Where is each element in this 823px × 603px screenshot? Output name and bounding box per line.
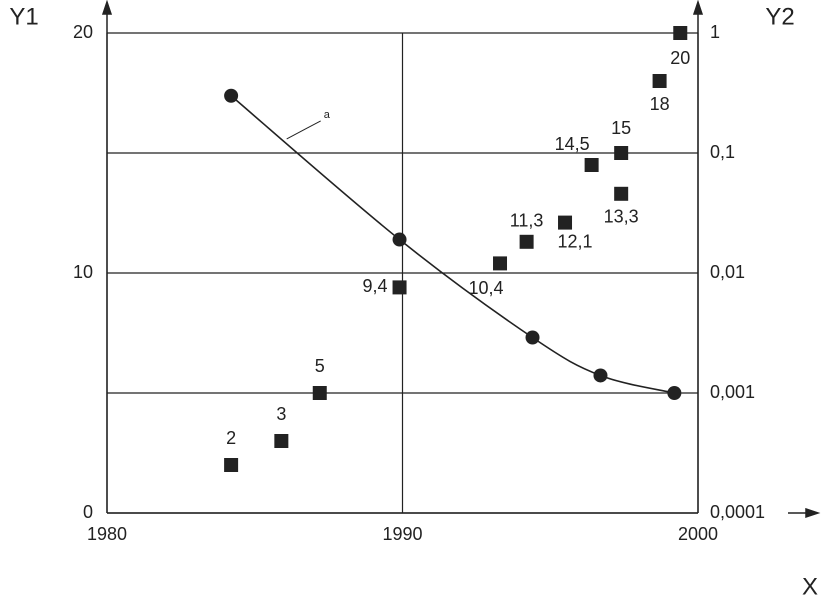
- y-tick-label: 0: [83, 502, 93, 522]
- data-label: 12,1: [558, 231, 593, 251]
- point: [312, 386, 327, 400]
- annotation-leader: [286, 120, 321, 140]
- data-label: 5: [315, 356, 325, 376]
- point: [652, 74, 667, 88]
- y2-tick-label: 0,01: [710, 262, 745, 282]
- y2-tick-label: 0,0001: [710, 502, 765, 522]
- data-label: 14,5: [555, 134, 590, 154]
- data-label: 15: [611, 118, 631, 138]
- y2-axis-label: Y2: [765, 3, 794, 30]
- axes: [101, 0, 821, 519]
- point: [558, 215, 573, 230]
- point: [493, 256, 508, 271]
- point: [224, 458, 239, 472]
- x-tick-label: 1990: [382, 524, 422, 544]
- y2-tick-label: 0,1: [710, 142, 735, 162]
- point: [593, 368, 608, 383]
- data-label: 18: [650, 94, 670, 114]
- series-name: a: [324, 109, 331, 121]
- point: [525, 330, 540, 345]
- arrow: [805, 507, 821, 519]
- data-label: 11,3: [510, 211, 544, 231]
- x-tick-label: 2000: [678, 524, 718, 544]
- data-label: 3: [276, 404, 286, 424]
- y-tick-label: 20: [73, 22, 93, 42]
- point: [673, 26, 688, 40]
- point: [274, 434, 289, 448]
- data-label: 10,4: [468, 278, 503, 298]
- arrow: [692, 0, 704, 15]
- series-line: [230, 95, 675, 394]
- data-label: 9,4: [363, 276, 388, 296]
- y2-tick-label: 1: [710, 22, 720, 42]
- x-axis-label: X: [802, 573, 818, 600]
- point: [519, 234, 534, 249]
- point: [392, 280, 407, 295]
- point: [584, 158, 599, 172]
- point: [614, 146, 629, 160]
- data-label: 2: [226, 428, 236, 448]
- y2-tick-label: 0,001: [710, 382, 755, 402]
- point: [392, 232, 407, 247]
- point: [614, 186, 629, 201]
- data-label: 20: [670, 48, 690, 68]
- arrow: [101, 0, 113, 15]
- point: [224, 88, 239, 103]
- y-tick-label: 10: [73, 262, 93, 282]
- y-axis-label: Y1: [9, 3, 38, 30]
- point: [667, 386, 682, 400]
- x-tick-label: 1980: [87, 524, 127, 544]
- data-label: 13,3: [604, 207, 639, 227]
